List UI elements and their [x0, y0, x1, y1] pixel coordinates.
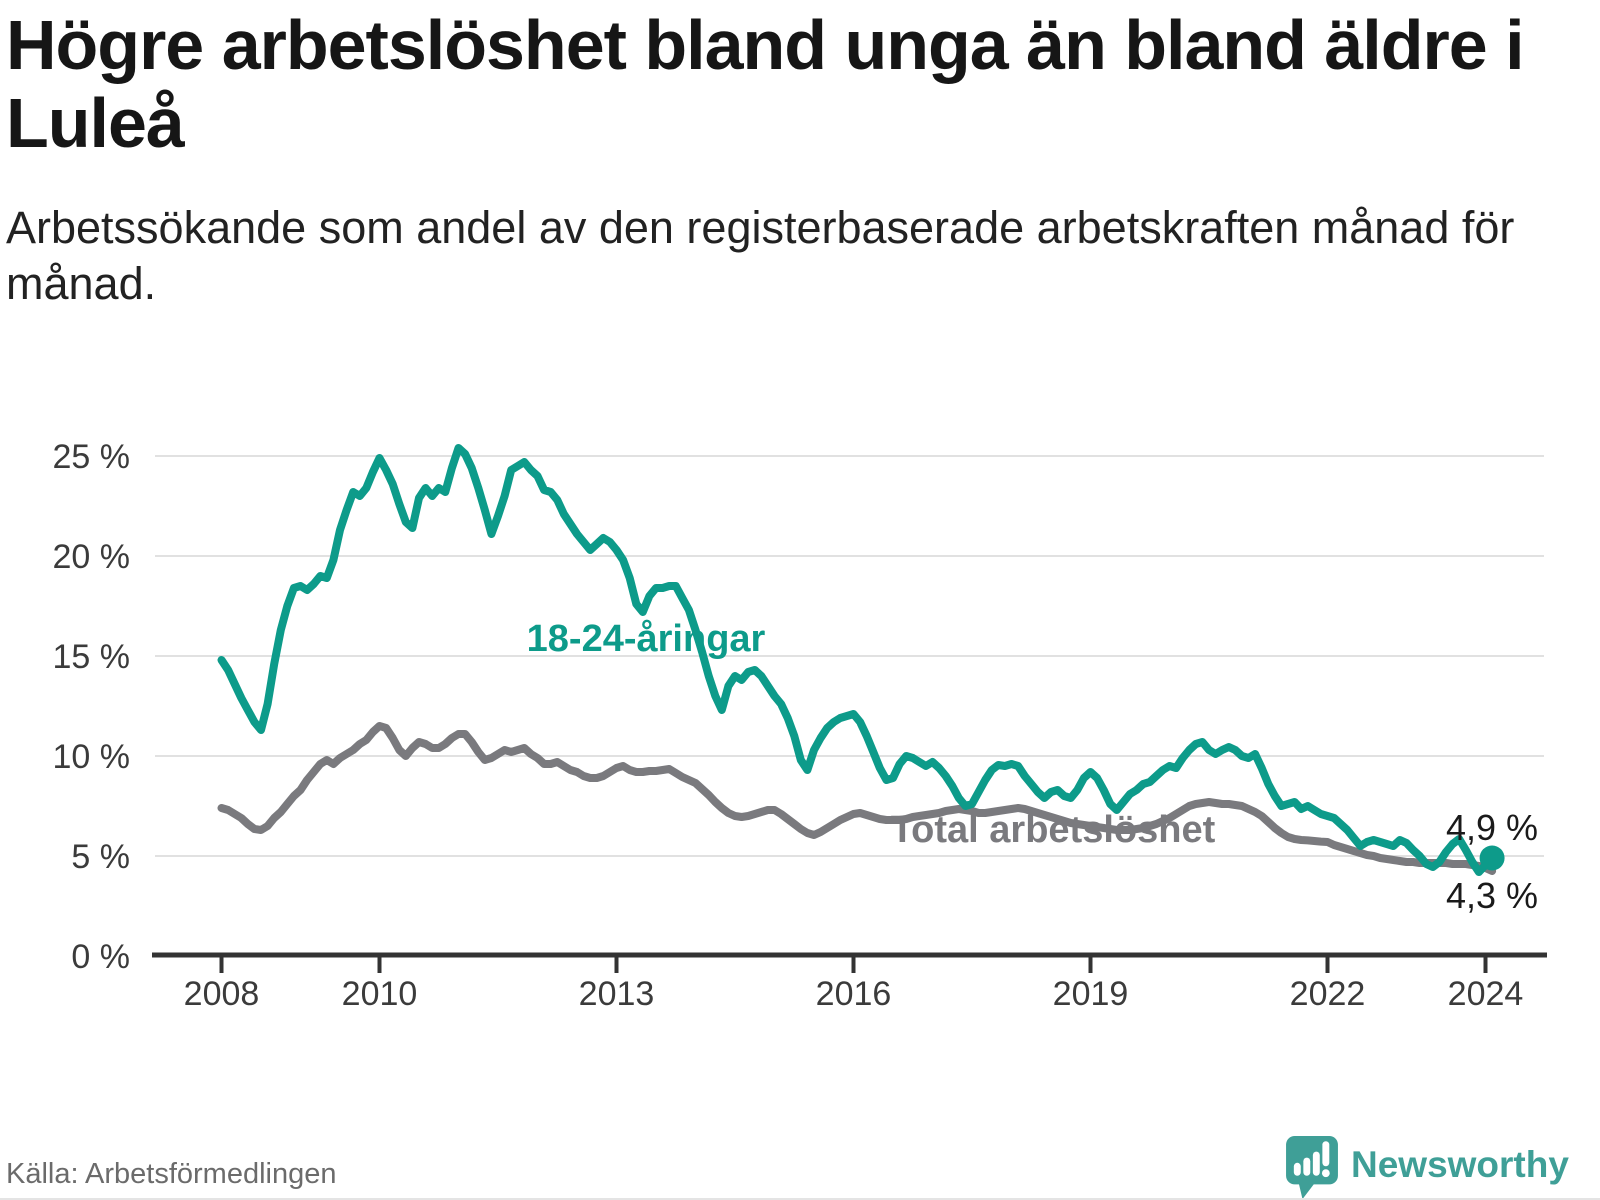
line-youth: [217, 444, 1497, 876]
end-value-youth: 4,9 %: [1446, 807, 1538, 848]
gridlines: [155, 455, 1544, 857]
source-note: Källa: Arbetsförmedlingen: [6, 1158, 337, 1190]
y-tick-label-10: 10 %: [53, 738, 131, 776]
x-tick-label-2024: 2024: [1448, 975, 1524, 1013]
page-title: Högre arbetslöshet bland unga än bland ä…: [6, 6, 1525, 162]
series-label-youth: 18-24-åringar: [527, 618, 766, 660]
page-subtitle: Arbetssökande som andel av den registerb…: [6, 202, 1515, 309]
y-tick-label-15: 15 %: [53, 638, 131, 676]
x-tick-label-2022: 2022: [1290, 975, 1366, 1013]
line-total: [217, 722, 1497, 875]
x-tick-label-2008: 2008: [184, 975, 260, 1013]
bottom-divider: [0, 1198, 1600, 1200]
x-axis: 2008 2010 2013 2016 2019 2022 2024: [152, 952, 1547, 1013]
newsworthy-icon: [1286, 1136, 1338, 1200]
y-tick-label-5: 5 %: [71, 838, 130, 876]
x-tick-label-2010: 2010: [342, 975, 418, 1013]
end-dot-youth: [1479, 845, 1505, 871]
y-tick-label-20: 20 %: [53, 538, 131, 576]
newsworthy-logo: Newsworthy: [1286, 1136, 1569, 1200]
x-tick-label-2013: 2013: [579, 975, 655, 1013]
series-lines: [217, 444, 1505, 876]
y-axis-labels: 0 % 5 % 10 % 15 % 20 % 25 %: [53, 438, 131, 976]
newsworthy-wordmark: Newsworthy: [1351, 1144, 1569, 1185]
series-label-total: Total arbetslöshet: [891, 809, 1216, 851]
end-value-total: 4,3 %: [1446, 875, 1538, 916]
x-tick-label-2019: 2019: [1053, 975, 1129, 1013]
y-tick-label-0: 0 %: [71, 938, 130, 976]
y-tick-label-25: 25 %: [53, 438, 131, 476]
x-tick-label-2016: 2016: [816, 975, 892, 1013]
